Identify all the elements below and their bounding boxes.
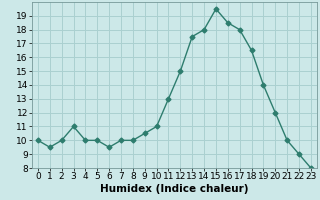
X-axis label: Humidex (Indice chaleur): Humidex (Indice chaleur) [100,184,249,194]
